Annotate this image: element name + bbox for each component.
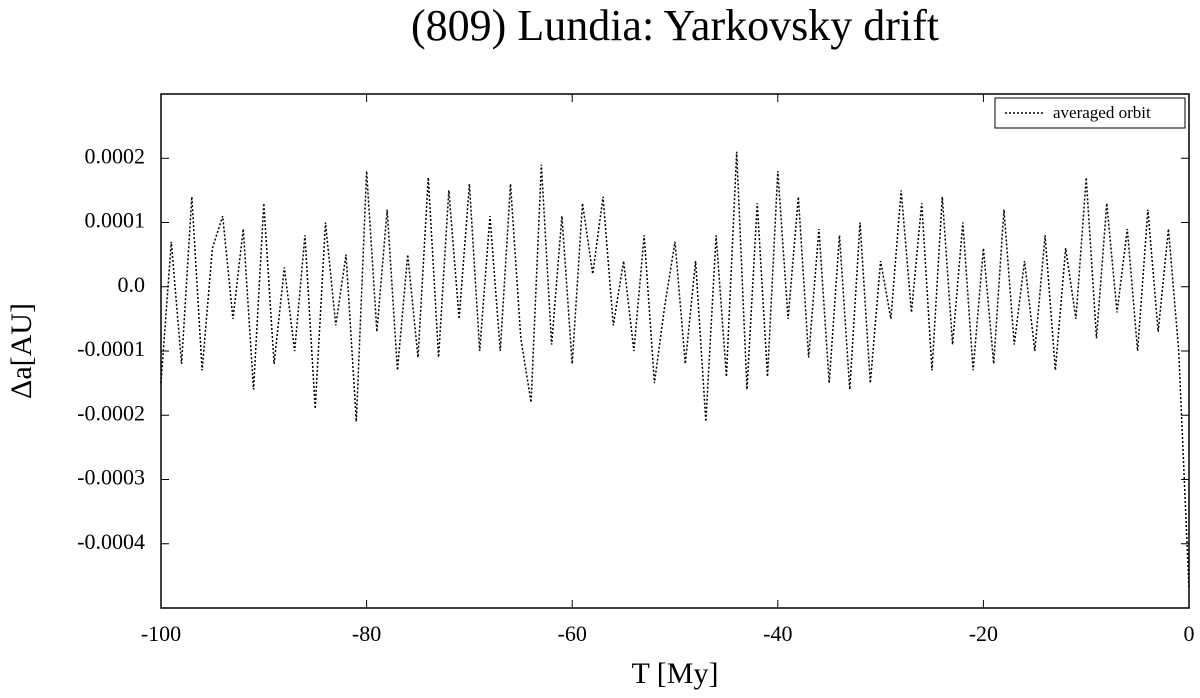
y-tick-label: -0.0002 xyxy=(77,400,145,425)
y-tick-label: 0.0 xyxy=(118,272,146,297)
x-tick-label: -100 xyxy=(141,621,181,646)
chart-title: (809) Lundia: Yarkovsky drift xyxy=(411,1,939,50)
y-tick-label: -0.0001 xyxy=(77,336,145,361)
x-tick-label: 0 xyxy=(1184,621,1195,646)
x-tick-label: -80 xyxy=(352,621,381,646)
x-tick-label: -20 xyxy=(969,621,998,646)
y-tick-label: 0.0002 xyxy=(85,143,146,168)
legend-box xyxy=(994,97,1186,129)
y-tick-label: -0.0004 xyxy=(77,529,145,554)
x-tick-label: -60 xyxy=(558,621,587,646)
x-axis-label: T [My] xyxy=(632,657,719,690)
x-tick-label: -40 xyxy=(763,621,792,646)
y-axis-label: Δa[AU] xyxy=(5,303,38,399)
y-tick-label: 0.0001 xyxy=(85,208,146,233)
legend: averaged orbit xyxy=(994,97,1186,129)
y-tick-label: -0.0003 xyxy=(77,465,145,490)
legend-label: averaged orbit xyxy=(1053,103,1151,122)
data-line xyxy=(160,151,1190,589)
